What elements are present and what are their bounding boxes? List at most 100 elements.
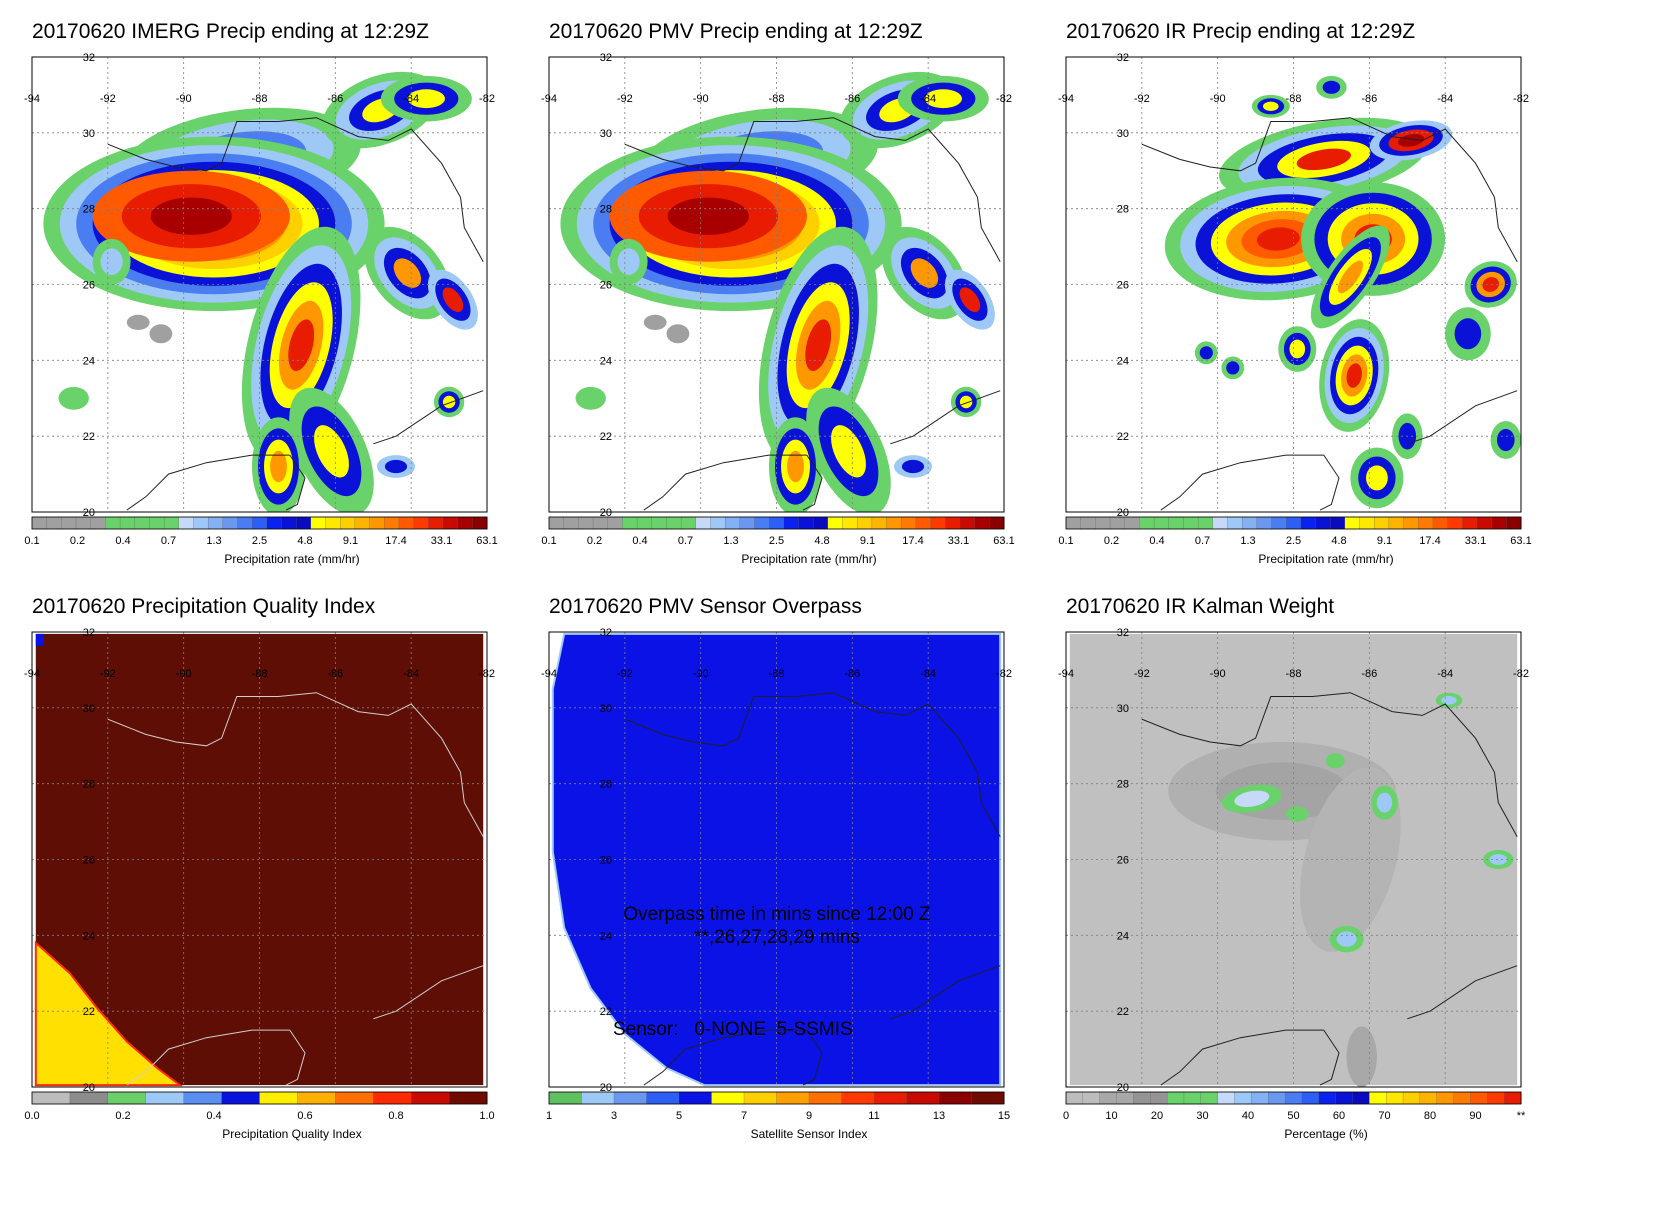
- colorbar-tick-label: 9: [806, 1110, 812, 1122]
- colorbar-swatch: [1476, 516, 1493, 530]
- lon-tick-label: -82: [996, 668, 1012, 680]
- panel-kalman-weight: 20170620 IR Kalman Weight -94 -92 -90 -88 -8…: [1058, 587, 1586, 1187]
- colorbar-tick-label: 1.0: [479, 1110, 494, 1122]
- panel-title: 20170620 IR Kalman Weight: [1066, 595, 1335, 618]
- lon-tick-label: -86: [844, 668, 860, 680]
- colorbar-swatch: [252, 516, 268, 530]
- colorbar-tick-label: **: [1517, 1110, 1526, 1122]
- colorbar-swatch: [1268, 1091, 1286, 1105]
- lat-tick-label: 20: [83, 507, 95, 519]
- colorbar-swatch: [163, 516, 180, 530]
- colorbar-tick-label: 33.1: [431, 535, 452, 547]
- colorbar-swatch: [134, 516, 150, 530]
- coastline: [1407, 965, 1518, 1020]
- lon-tick-label: -88: [252, 668, 268, 680]
- coastline: [107, 117, 484, 262]
- lat-tick-label: 22: [83, 431, 95, 443]
- precip-cell: [126, 314, 150, 330]
- lon-tick-label: -84: [403, 93, 419, 105]
- lat-tick-label: 32: [83, 627, 95, 639]
- colorbar-swatch: [808, 1091, 843, 1105]
- colorbar-swatch: [798, 516, 814, 530]
- colorbar-tick-label: 2.5: [1286, 535, 1301, 547]
- precip-cell: [149, 324, 173, 344]
- lat-tick-label: 32: [83, 52, 95, 64]
- colorbar-swatch: [207, 516, 224, 530]
- colorbar-swatch: [193, 516, 209, 530]
- colorbar-tick-label: 17.4: [902, 535, 923, 547]
- colorbar-swatch: [398, 516, 415, 530]
- colorbar-tick-label: 0.6: [297, 1110, 312, 1122]
- lat-tick-label: 26: [1117, 280, 1129, 292]
- colorbar-swatch: [1133, 1091, 1151, 1105]
- colorbar-tick-label: 9.1: [860, 535, 875, 547]
- colorbar-swatch: [841, 1091, 875, 1105]
- colorbar-swatch: [1487, 1091, 1505, 1105]
- panel-title: 20170620 PMV Sensor Overpass: [549, 595, 862, 618]
- lon-tick-label: -82: [996, 93, 1012, 105]
- colorbar-tick-label: 1.3: [206, 535, 221, 547]
- colorbar-tick-label: 4.8: [297, 535, 312, 547]
- field-layer: [549, 57, 1004, 512]
- colorbar-tick-label: 80: [1424, 1110, 1436, 1122]
- colorbar-tick-label: 9.1: [1377, 535, 1392, 547]
- precip-cell: [270, 450, 287, 483]
- lon-tick-label: -82: [479, 93, 495, 105]
- colorbar-tick-label: 0.1: [1058, 535, 1073, 547]
- colorbar-tick-label: 9.1: [343, 535, 358, 547]
- colorbar-swatch: [548, 516, 565, 530]
- kalman-cell: [1336, 931, 1357, 947]
- colorbar: 1 3 5 7 9 11 13 15: [546, 1091, 1010, 1122]
- colorbar-swatch: [373, 1091, 412, 1105]
- colorbar-swatch: [592, 516, 609, 530]
- coastline: [126, 1029, 290, 1086]
- lon-tick-label: -88: [1286, 93, 1302, 105]
- precip-cell: [1199, 346, 1213, 360]
- colorbar-swatch: [1200, 1091, 1219, 1105]
- colorbar-swatch: [31, 516, 48, 530]
- lat-tick-label: 32: [1117, 627, 1129, 639]
- colorbar-swatch: [69, 1091, 109, 1105]
- colorbar-swatch: [1491, 516, 1507, 530]
- lon-tick-label: -90: [693, 668, 709, 680]
- colorbar-swatch: [1284, 1091, 1303, 1105]
- colorbar-tick-label: 1.3: [1240, 535, 1255, 547]
- lat-tick-label: 24: [1117, 930, 1129, 942]
- colorbar-swatch: [1403, 516, 1419, 530]
- colorbar-swatch: [743, 1091, 778, 1105]
- colorbar-swatch: [1315, 516, 1331, 530]
- colorbar-swatch: [1212, 516, 1229, 530]
- colorbar-tick-label: 90: [1469, 1110, 1481, 1122]
- colorbar-swatch: [457, 516, 473, 530]
- lat-tick-label: 24: [83, 355, 95, 367]
- colorbar-swatch: [442, 516, 459, 530]
- lon-tick-label: -84: [1437, 668, 1453, 680]
- colorbar-swatch: [1470, 1091, 1488, 1105]
- colorbar-tick-label: 0.4: [206, 1110, 221, 1122]
- colorbar-swatch: [1150, 1091, 1168, 1105]
- colorbar-swatch: [754, 516, 770, 530]
- colorbar-swatch: [695, 516, 712, 530]
- lat-tick-label: 32: [600, 627, 612, 639]
- colorbar-swatch: [783, 516, 800, 530]
- colorbar-tick-label: 0.4: [115, 535, 130, 547]
- heavy-core: [667, 197, 749, 235]
- colorbar-swatch: [1436, 1091, 1455, 1105]
- colorbar-tick-label: 50: [1287, 1110, 1299, 1122]
- colorbar-swatch: [873, 1091, 908, 1105]
- colorbar-frame: [548, 516, 1005, 530]
- lon-tick-label: -86: [1361, 668, 1377, 680]
- colorbar-swatch: [739, 516, 756, 530]
- colorbar-swatch: [354, 516, 371, 530]
- precip-cell: [1497, 428, 1515, 452]
- colorbar-swatch: [646, 1091, 680, 1105]
- lat-tick-label: 26: [600, 855, 612, 867]
- lat-tick-label: 30: [1117, 703, 1129, 715]
- lon-tick-label: -92: [1134, 668, 1150, 680]
- colorbar-swatch: [296, 516, 312, 530]
- colorbar-swatch: [1139, 516, 1155, 530]
- kalman-cell: [1489, 854, 1508, 865]
- precip-cell: [1256, 227, 1300, 251]
- colorbar-swatch: [680, 516, 697, 530]
- lat-tick-label: 30: [83, 128, 95, 140]
